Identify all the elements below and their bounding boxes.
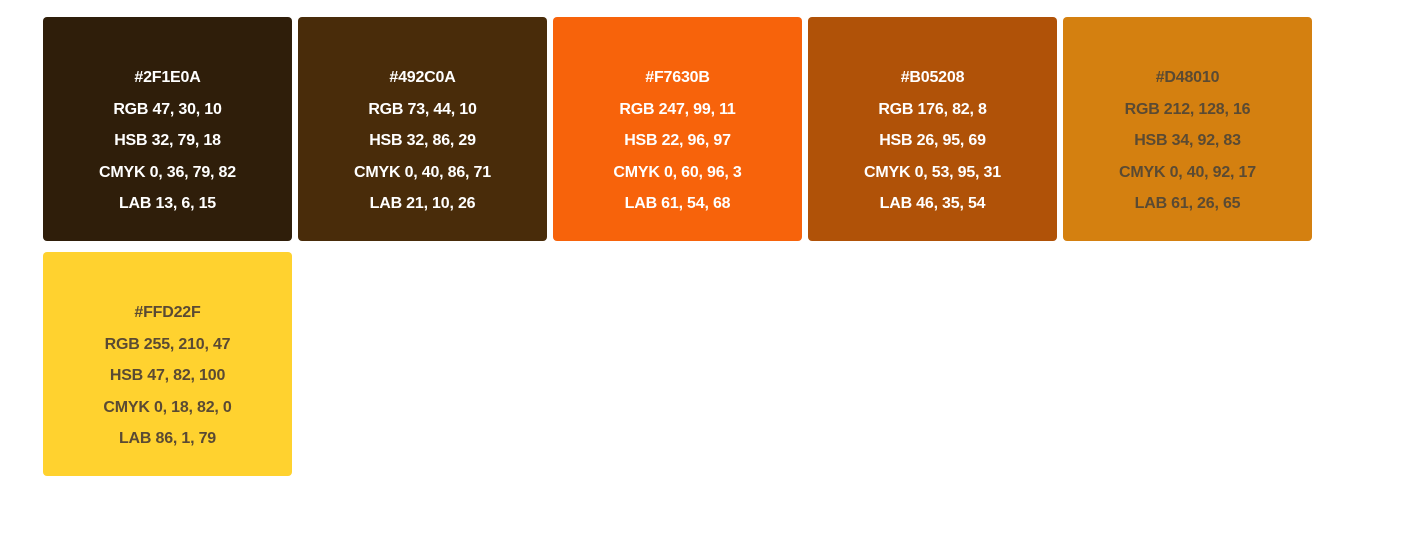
swatch-cmyk: CMYK 0, 40, 92, 17 <box>1119 163 1256 181</box>
swatch-hex: #D48010 <box>1155 69 1220 86</box>
color-swatch[interactable]: #2F1E0A RGB 47, 30, 10 HSB 32, 79, 18 CM… <box>43 17 292 241</box>
swatch-lab: LAB 86, 1, 79 <box>118 430 216 447</box>
color-swatch[interactable]: #FFD22F RGB 255, 210, 47 HSB 47, 82, 100… <box>43 252 292 476</box>
swatch-lab: LAB 61, 54, 68 <box>624 195 731 212</box>
swatch-hex: #F7630B <box>645 69 710 86</box>
swatch-hsb: HSB 34, 92, 83 <box>1134 132 1241 149</box>
swatch-hex: #B05208 <box>900 69 965 86</box>
swatch-rgb: RGB 255, 210, 47 <box>104 335 231 353</box>
swatch-hsb: HSB 32, 79, 18 <box>114 132 221 149</box>
swatch-hex: #2F1E0A <box>134 69 201 86</box>
swatch-hsb: HSB 22, 96, 97 <box>624 132 731 149</box>
swatch-hsb: HSB 32, 86, 29 <box>369 132 476 149</box>
swatch-cmyk: CMYK 0, 53, 95, 31 <box>864 163 1001 181</box>
swatch-lab: LAB 21, 10, 26 <box>369 195 476 212</box>
swatch-hsb: HSB 26, 95, 69 <box>879 132 986 149</box>
color-swatch[interactable]: #D48010 RGB 212, 128, 16 HSB 34, 92, 83 … <box>1063 17 1312 241</box>
swatch-cmyk: CMYK 0, 18, 82, 0 <box>103 398 232 416</box>
swatch-hex: #FFD22F <box>134 304 201 321</box>
swatch-hsb: HSB 47, 82, 100 <box>109 367 226 384</box>
swatch-hex: #492C0A <box>389 69 456 86</box>
color-swatch[interactable]: #B05208 RGB 176, 82, 8 HSB 26, 95, 69 CM… <box>808 17 1057 241</box>
color-swatch[interactable]: #F7630B RGB 247, 99, 11 HSB 22, 96, 97 C… <box>553 17 802 241</box>
color-swatch[interactable]: #492C0A RGB 73, 44, 10 HSB 32, 86, 29 CM… <box>298 17 547 241</box>
swatch-rgb: RGB 47, 30, 10 <box>113 100 222 118</box>
swatch-lab: LAB 46, 35, 54 <box>879 195 986 212</box>
color-palette: #2F1E0A RGB 47, 30, 10 HSB 32, 79, 18 CM… <box>43 17 1318 476</box>
swatch-rgb: RGB 247, 99, 11 <box>619 100 736 118</box>
swatch-lab: LAB 13, 6, 15 <box>118 195 216 212</box>
swatch-cmyk: CMYK 0, 60, 96, 3 <box>613 163 742 181</box>
swatch-rgb: RGB 73, 44, 10 <box>368 100 477 118</box>
swatch-lab: LAB 61, 26, 65 <box>1134 195 1241 212</box>
swatch-rgb: RGB 176, 82, 8 <box>878 100 987 118</box>
swatch-cmyk: CMYK 0, 36, 79, 82 <box>99 163 236 181</box>
swatch-rgb: RGB 212, 128, 16 <box>1124 100 1251 118</box>
swatch-cmyk: CMYK 0, 40, 86, 71 <box>354 163 491 181</box>
